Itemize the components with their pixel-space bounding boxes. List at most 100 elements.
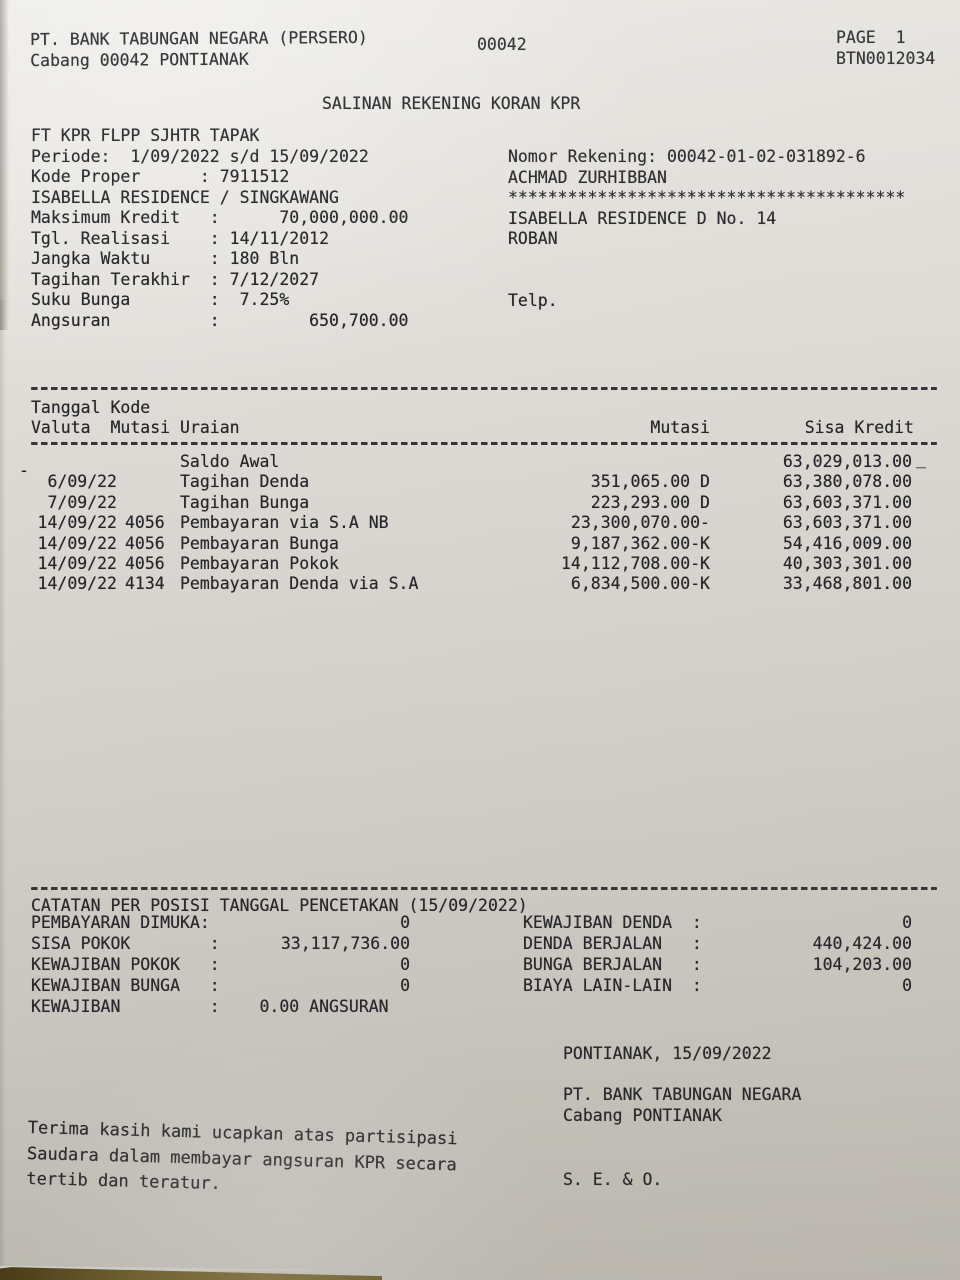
catatan-label: KEWAJIBAN BUNGA : xyxy=(31,976,220,995)
cell-sisa-kredit: 63,380,078.00 xyxy=(782,472,912,492)
loan-info-line: Maksimum Kredit : 70,000,000.00 xyxy=(31,208,409,227)
page-info-block: PAGE 1 BTN0012034 xyxy=(836,28,935,69)
table-row: 7/09/22 Tagihan Bunga 223,293.00 D 63,60… xyxy=(0,493,960,513)
loan-info-line: FT KPR FLPP SJHTR TAPAK xyxy=(31,126,260,145)
table-header-row2: Valuta Mutasi Uraian Mutasi Sisa Kredit xyxy=(0,418,960,439)
table-row: 14/09/22 4056 Pembayaran Pokok 14,112,70… xyxy=(0,554,960,574)
account-info-line: Nomor Rekening: 00042-01-02-031892-6 xyxy=(508,147,866,166)
catatan-row: SISA POKOK : 33,117,736.00 xyxy=(31,934,410,955)
loan-info-left: FT KPR FLPP SJHTR TAPAK Periode: 1/09/20… xyxy=(31,126,409,331)
thank-you-note: Terima kasih kami ucapkan atas partisipa… xyxy=(26,1118,458,1206)
loan-info-line: Jangka Waktu : 180 Bln xyxy=(31,249,300,268)
account-info-line: **************************************** xyxy=(508,188,906,207)
catatan-row: KEWAJIBAN DENDA : 0 xyxy=(523,913,912,934)
cell-tanggal-valuta: 14/09/22 xyxy=(37,513,117,533)
account-info-line xyxy=(508,250,905,271)
catatan-left-column: PEMBAYARAN DIMUKA: 0 SISA POKOK : 33,117… xyxy=(31,913,410,997)
cell-uraian: Pembayaran Bunga xyxy=(180,533,339,553)
cell-mutasi-amount: 14,112,708.00-K xyxy=(560,553,710,573)
cell-sisa-kredit: 63,029,013.00 xyxy=(782,452,912,471)
catatan-label: PEMBAYARAN DIMUKA: xyxy=(31,913,210,932)
catatan-row: PEMBAYARAN DIMUKA: 0 xyxy=(31,913,410,934)
catatan-row: BIAYA LAIN-LAIN : 0 xyxy=(523,976,912,997)
cell-sisa-kredit: 54,416,009.00 xyxy=(782,533,912,553)
footer-bank-name: PT. BANK TABUNGAN NEGARA xyxy=(563,1085,802,1104)
account-info-line xyxy=(508,270,905,291)
cell-tanggal-valuta: 14/09/22 xyxy=(37,574,117,594)
table-row: 14/09/22 4056 Pembayaran via S.A NB 23,3… xyxy=(0,513,960,533)
loan-info-line: Periode: 1/09/2022 s/d 15/09/2022 xyxy=(31,146,369,166)
cell-mutasi-amount: 351,065.00 D xyxy=(590,472,710,492)
catatan-row: DENDA BERJALAN : 440,424.00 xyxy=(523,934,912,955)
bank-name-line: PT. BANK TABUNGAN NEGARA (PERSERO) xyxy=(30,27,368,49)
cell-sisa-kredit: 40,303,301.00 xyxy=(782,553,912,573)
bank-header-block: PT. BANK TABUNGAN NEGARA (PERSERO) Caban… xyxy=(30,28,368,71)
catatan-right-column: KEWAJIBAN DENDA : 0 DENDA BERJALAN : 440… xyxy=(523,913,912,997)
separator-line xyxy=(31,387,937,390)
catatan-row: KEWAJIBAN POKOK : 0 xyxy=(31,955,410,976)
catatan-label: SISA POKOK : xyxy=(31,934,220,953)
column-header-sisa-kredit: Sisa Kredit xyxy=(804,418,914,437)
cell-uraian: Saldo Awal xyxy=(180,452,280,471)
catatan-label: DENDA BERJALAN : xyxy=(523,934,702,953)
loan-info-right: Nomor Rekening: 00042-01-02-031892-6 ACH… xyxy=(508,147,905,311)
catatan-value: 440,424.00 xyxy=(812,934,912,953)
catatan-row: BUNGA BERJALAN : 104,203.00 xyxy=(523,955,912,976)
bank-branch-line: Cabang 00042 PONTIANAK xyxy=(30,49,249,70)
table-row: 6/09/22 Tagihan Denda 351,065.00 D 63,38… xyxy=(0,472,960,492)
table-header-row1: Tanggal Kode xyxy=(31,398,151,417)
catatan-label: KEWAJIBAN POKOK : xyxy=(31,955,220,974)
loan-info-line: Kode Proper : 7911512 xyxy=(31,167,290,186)
catatan-value: 104,203.00 xyxy=(812,955,912,974)
column-header-valuta-mutasi-uraian: Valuta Mutasi Uraian xyxy=(31,418,240,437)
catatan-value: 0 xyxy=(400,976,410,995)
cell-kode-mutasi: 4056 xyxy=(125,513,165,533)
margin-mark: _ xyxy=(916,449,926,468)
cell-tanggal-valuta: 6/09/22 xyxy=(47,472,117,492)
cell-tanggal-valuta: 14/09/22 xyxy=(37,553,117,573)
footer-place-date: PONTIANAK, 15/09/2022 xyxy=(563,1044,772,1063)
catatan-title: CATATAN PER POSISI TANGGAL PENCETAKAN (1… xyxy=(31,896,528,915)
cell-mutasi-amount: 223,293.00 D xyxy=(590,492,710,512)
cell-mutasi-amount: 23,300,070.00- xyxy=(570,513,710,533)
column-header-mutasi: Mutasi xyxy=(650,418,710,437)
cell-uraian: Pembayaran Denda via S.A xyxy=(180,574,419,594)
loan-info-line: Tagihan Terakhir : 7/12/2027 xyxy=(31,269,320,289)
cell-uraian: Pembayaran via S.A NB xyxy=(180,513,389,533)
document-title: SALINAN REKENING KORAN KPR xyxy=(322,94,581,113)
account-info-line: ACHMAD ZURHIBBAN xyxy=(508,167,667,187)
cell-sisa-kredit: 33,468,801.00 xyxy=(782,574,912,594)
loan-info-line: Suku Bunga : 7.25% xyxy=(31,290,290,309)
account-info-line: ISABELLA RESIDENCE D No. 14 xyxy=(508,208,777,228)
catatan-label: BUNGA BERJALAN : xyxy=(523,955,702,974)
cell-uraian: Tagihan Bunga xyxy=(180,492,310,512)
document-code: BTN0012034 xyxy=(836,48,936,68)
cell-uraian: Tagihan Denda xyxy=(180,472,310,492)
catatan-value: 0 xyxy=(902,913,912,932)
cell-kode-mutasi: 4134 xyxy=(125,574,165,594)
cell-uraian: Pembayaran Pokok xyxy=(180,553,339,573)
catatan-value: 0 xyxy=(400,955,410,974)
catatan-value: 33,117,736.00 xyxy=(280,934,410,953)
page-number: PAGE 1 xyxy=(836,28,906,47)
paper-edge-shadow xyxy=(0,300,6,1280)
table-row: 14/09/22 4134 Pembayaran Denda via S.A 6… xyxy=(0,574,960,594)
cell-mutasi-amount: 9,187,362.00-K xyxy=(570,533,710,553)
footer-bank-block: PT. BANK TABUNGAN NEGARA Cabang PONTIANA… xyxy=(563,1085,801,1127)
footer-bank-branch: Cabang PONTIANAK xyxy=(563,1106,722,1125)
cell-kode-mutasi: 4056 xyxy=(125,553,165,573)
separator-line xyxy=(31,442,937,445)
table-row: Saldo Awal 63,029,013.00 xyxy=(0,452,960,472)
transaction-rows: Saldo Awal 63,029,013.00 6/09/22 Tagihan… xyxy=(0,452,960,595)
paper-edge-shadow xyxy=(0,0,9,330)
cell-sisa-kredit: 63,603,371.00 xyxy=(782,513,912,533)
cell-tanggal-valuta: 14/09/22 xyxy=(37,533,117,553)
cell-tanggal-valuta: 7/09/22 xyxy=(47,492,117,512)
catatan-row: KEWAJIBAN BUNGA : 0 xyxy=(31,976,410,997)
branch-code: 00042 xyxy=(477,35,527,54)
loan-info-line: ISABELLA RESIDENCE / SINGKAWANG xyxy=(31,187,339,207)
account-info-line: Telp. xyxy=(508,290,558,310)
separator-line xyxy=(31,887,937,890)
table-row: 14/09/22 4056 Pembayaran Bunga 9,187,362… xyxy=(0,534,960,554)
